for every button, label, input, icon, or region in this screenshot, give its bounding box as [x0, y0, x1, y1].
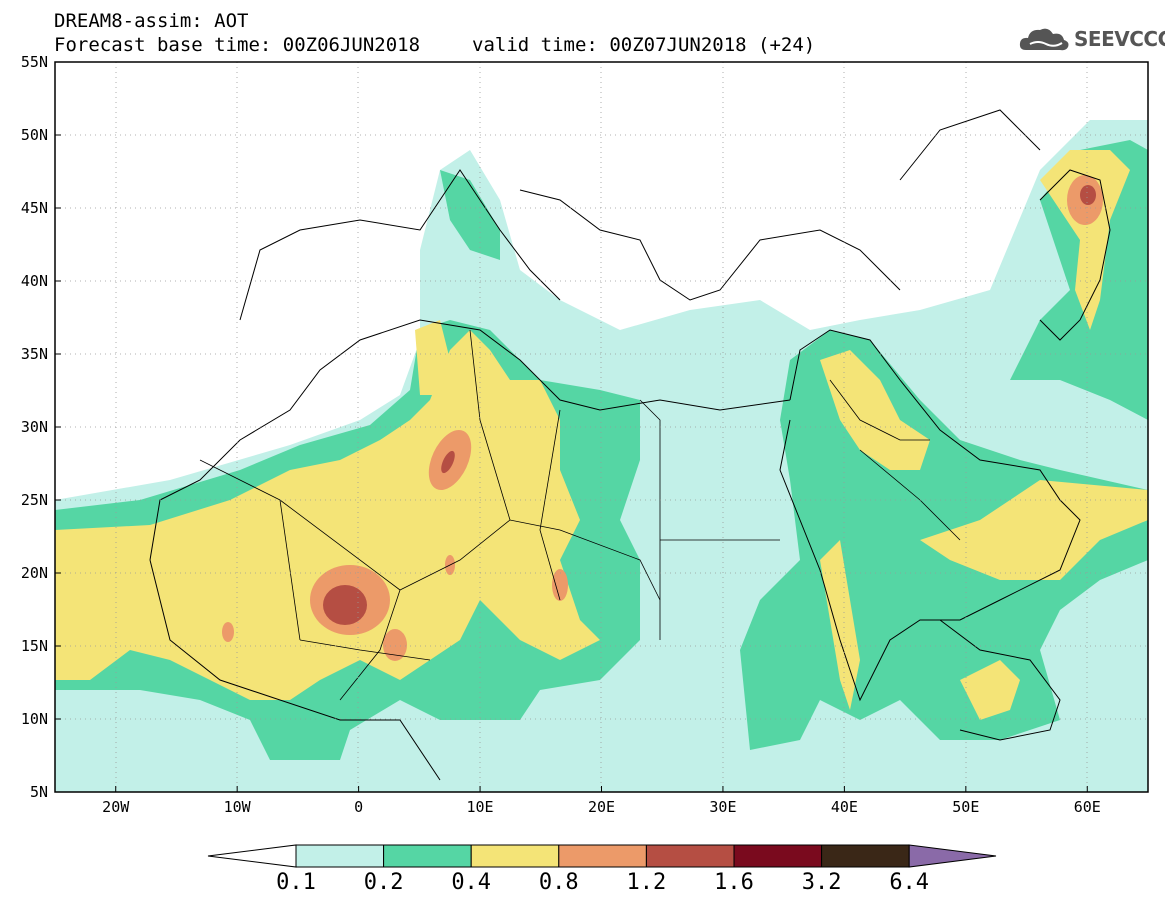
base-time-text: Forecast base time: 00Z06JUN2018	[54, 34, 421, 56]
lat-tick-label: 35N	[21, 345, 48, 363]
lon-tick-label: 20W	[102, 798, 130, 816]
lon-tick-label: 60E	[1074, 798, 1101, 816]
colorbar-label: 0.1	[276, 870, 316, 895]
colorbar-label: 1.6	[714, 870, 754, 895]
lon-tick-label: 20E	[588, 798, 615, 816]
lon-tick-label: 50E	[952, 798, 979, 816]
colorbar-swatch	[470, 844, 560, 868]
lat-tick-label: 10N	[21, 710, 48, 728]
colorbar-swatch	[295, 844, 385, 868]
colorbar-low-arrow	[207, 844, 297, 868]
aot-level-1-2	[323, 185, 1096, 625]
valid-time-text: valid time: 00Z07JUN2018 (+24)	[472, 34, 816, 56]
lon-tick-label: 30E	[709, 798, 736, 816]
colorbar	[207, 844, 997, 868]
cloud-logo-icon	[1019, 28, 1069, 51]
lat-tick-label: 30N	[21, 418, 48, 436]
logo-text: SEEVCCC	[1074, 27, 1165, 51]
lon-tick-label: 40E	[831, 798, 858, 816]
lat-tick-label: 5N	[30, 783, 48, 801]
lat-tick-label: 55N	[21, 53, 48, 71]
lat-tick-label: 25N	[21, 491, 48, 509]
colorbar-swatch	[821, 844, 910, 868]
map-title: DREAM8-assim: AOT	[54, 10, 249, 32]
colorbar-high-arrow	[908, 844, 997, 868]
lat-tick-label: 15N	[21, 637, 48, 655]
lon-axis-labels: 20W 10W 0 10E 20E 30E 40E 50E 60E	[102, 786, 1101, 816]
seevccc-logo: SEEVCCC	[1018, 22, 1165, 56]
lat-tick-label: 50N	[21, 126, 48, 144]
colorbar-label: 6.4	[889, 870, 930, 895]
colorbar-swatch	[733, 844, 823, 868]
country-borders	[199, 329, 961, 701]
lon-tick-label: 0	[354, 798, 363, 816]
lat-axis-labels: 5N 10N 15N 20N 25N 30N 35N 40N 45N 50N 55N	[21, 53, 61, 801]
map-subtitle: Forecast base time: 00Z06JUN2018 valid ti…	[54, 34, 815, 56]
lat-tick-label: 45N	[21, 199, 48, 217]
dust-field	[55, 62, 1148, 792]
colorbar-swatch	[383, 844, 472, 868]
colorbar-label: 0.8	[538, 870, 579, 895]
lat-tick-label: 20N	[21, 564, 48, 582]
lon-tick-label: 10E	[467, 798, 494, 816]
colorbar-label: 0.4	[451, 870, 492, 895]
gridlines	[55, 62, 1148, 792]
lat-tick-label: 40N	[21, 272, 48, 290]
colorbar-label: 1.2	[626, 870, 667, 895]
colorbar-swatch	[558, 844, 647, 868]
lon-tick-label: 10W	[224, 798, 252, 816]
colorbar-swatch	[645, 844, 735, 868]
colorbar-label: 3.2	[801, 870, 842, 895]
colorbar-label: 0.2	[363, 870, 404, 895]
